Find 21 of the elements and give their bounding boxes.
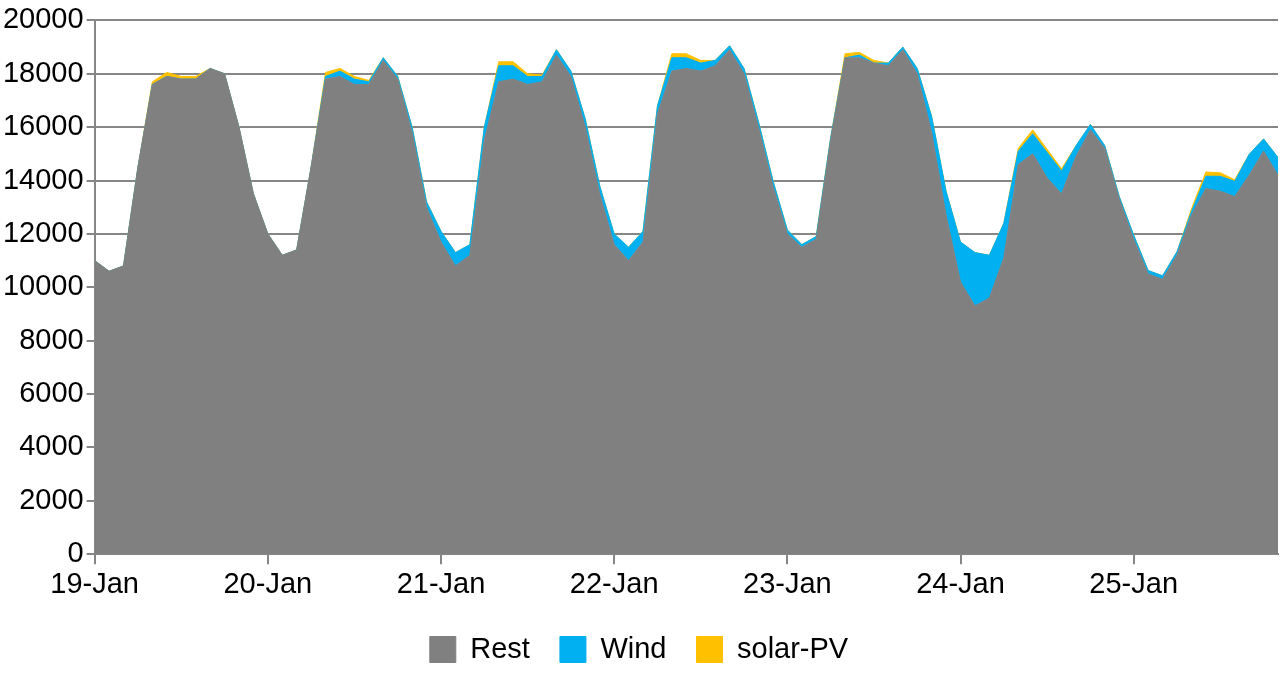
legend-label: solar-PV — [737, 631, 849, 664]
y-tick-label: 16000 — [2, 109, 84, 142]
y-tick-label: 12000 — [2, 215, 84, 248]
y-tick-label: 2000 — [19, 482, 84, 515]
y-tick-label: 18000 — [2, 55, 84, 88]
y-tick-label: 6000 — [19, 376, 84, 409]
y-tick-label: 14000 — [2, 162, 84, 195]
y-tick-label: 10000 — [2, 269, 84, 302]
x-tick-label: 19-Jan — [50, 566, 139, 599]
y-tick-label: 8000 — [19, 322, 84, 355]
x-tick-label: 22-Jan — [569, 566, 659, 599]
x-tick-label: 21-Jan — [396, 566, 486, 599]
x-tick-label: 24-Jan — [916, 566, 1005, 599]
y-tick-label: 4000 — [19, 429, 84, 462]
y-tick-label: 20000 — [2, 2, 84, 35]
y-tick-label: 0 — [67, 536, 84, 569]
legend-label: Wind — [600, 631, 667, 664]
x-tick-label: 25-Jan — [1089, 566, 1179, 599]
legend-label: Rest — [470, 631, 530, 664]
x-tick-label: 20-Jan — [223, 566, 313, 599]
x-tick-label: 23-Jan — [743, 566, 832, 599]
